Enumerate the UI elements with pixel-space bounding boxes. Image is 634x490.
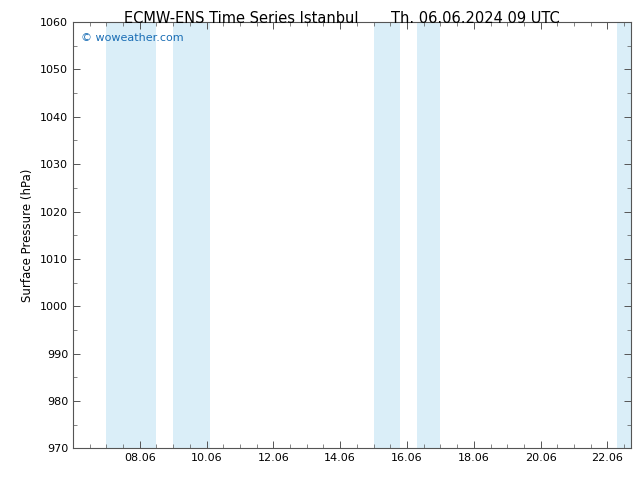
Y-axis label: Surface Pressure (hPa): Surface Pressure (hPa)	[22, 169, 34, 302]
Text: Th. 06.06.2024 09 UTC: Th. 06.06.2024 09 UTC	[391, 11, 560, 26]
Text: ECMW-ENS Time Series Istanbul: ECMW-ENS Time Series Istanbul	[124, 11, 358, 26]
Bar	[107, 22, 157, 448]
Bar	[173, 22, 210, 448]
Bar	[618, 22, 631, 448]
Bar	[373, 22, 400, 448]
Bar	[417, 22, 441, 448]
Text: © woweather.com: © woweather.com	[81, 33, 184, 43]
